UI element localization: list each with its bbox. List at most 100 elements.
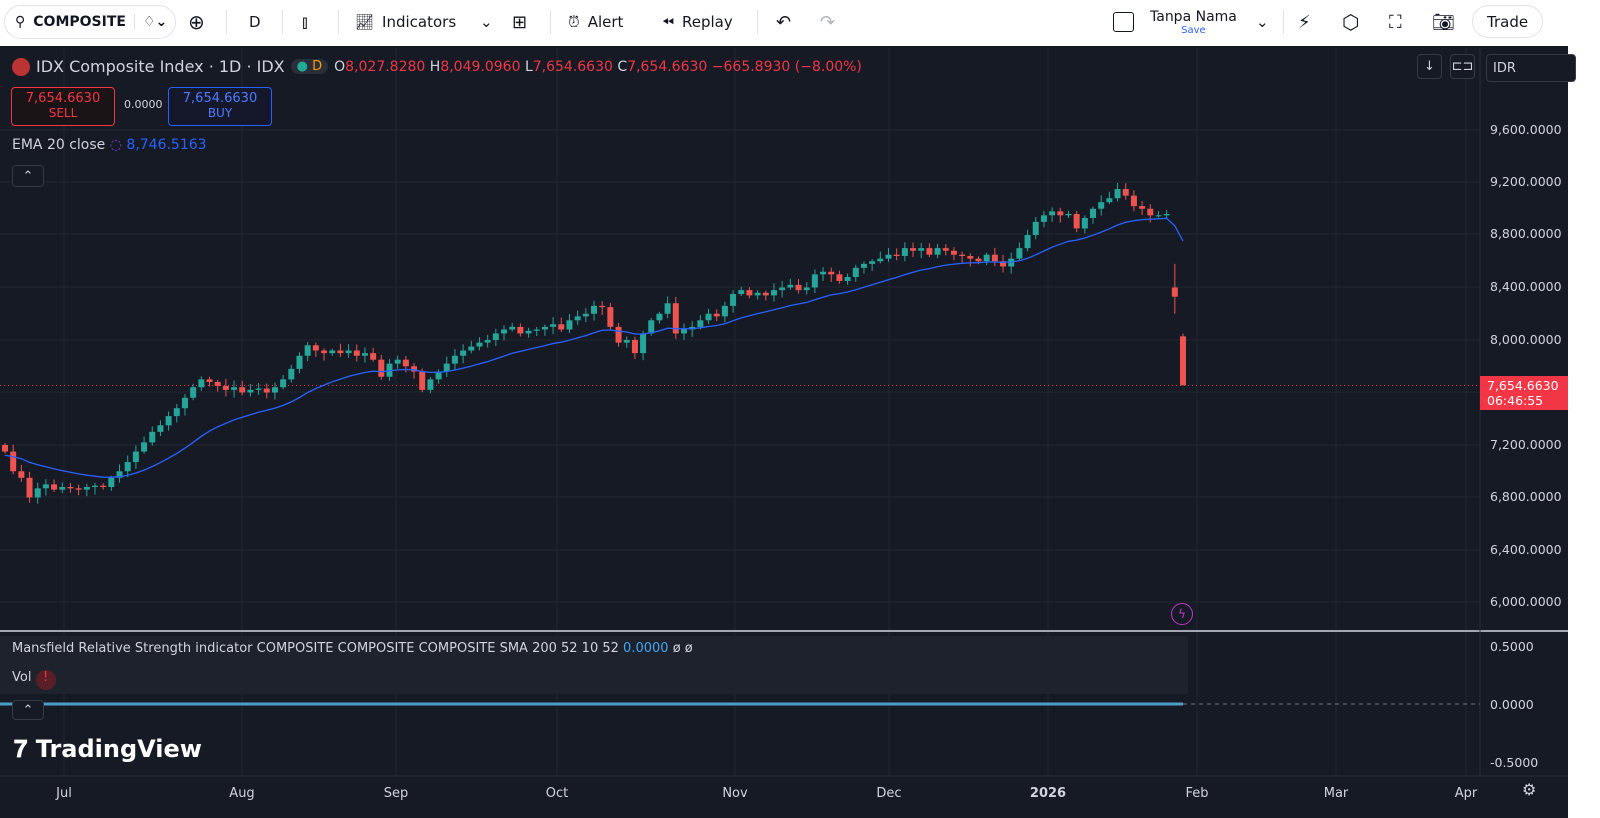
mansfield-legend[interactable]: Mansfield Relative Strength indicator CO… [12, 641, 693, 656]
flash-alert-icon[interactable]: ϟ [1171, 603, 1193, 625]
candle-body [1073, 214, 1080, 229]
auto-scale-icon[interactable]: ⊏⊐ [1450, 54, 1475, 79]
candle-body [730, 294, 737, 306]
change-value: −665.8930 (−8.00%) [711, 58, 862, 75]
candle-body [370, 353, 377, 360]
candle-body [811, 274, 818, 288]
lower-axis-label: -0.5000 [1490, 755, 1539, 770]
candle-body [623, 340, 630, 343]
layout-name-button[interactable]: Tanpa Nama Save [1150, 0, 1237, 44]
settings-hex-icon[interactable]: ⬡ [1342, 10, 1360, 34]
candle-body [885, 254, 892, 259]
loading-icon: ◌ [109, 137, 122, 153]
price-axis-label: 8,800.0000 [1490, 226, 1562, 241]
compare-plus-icon[interactable]: ⊕ [188, 10, 205, 34]
tradingview-logo[interactable]: 𝟕 TradingView [14, 735, 202, 763]
ema-legend[interactable]: EMA 20 close ◌ 8,746.5163 [12, 137, 207, 153]
candle-body [312, 345, 319, 351]
high-label: H [429, 58, 441, 75]
buy-label: BUY [207, 106, 233, 120]
templates-grid-icon[interactable]: ⊞ [512, 11, 528, 33]
candle-body [893, 254, 900, 256]
price-axis-label: 9,200.0000 [1490, 174, 1562, 189]
chevron-down-icon[interactable]: ⌄ [480, 13, 493, 31]
candle-body [950, 250, 957, 255]
layout-square-icon[interactable] [1113, 0, 1134, 44]
candle-body [288, 368, 295, 380]
candle-body [484, 340, 491, 343]
market-status: ● D [290, 59, 329, 74]
candle-body [91, 485, 98, 487]
candle-body [411, 366, 418, 372]
scroll-down-icon[interactable]: ↓ [1417, 54, 1442, 79]
candle-body [1065, 214, 1072, 216]
candles-icon[interactable]: ⫾ [302, 11, 308, 33]
open-value: 8,027.8280 [345, 58, 426, 75]
collapse-legend-button[interactable]: ⌃ [12, 165, 44, 187]
candle-body [26, 477, 33, 498]
replay-button[interactable]: ⏪︎ Replay [662, 0, 733, 44]
chevron-down-icon[interactable]: ⌄ [1256, 13, 1269, 31]
error-icon[interactable]: ! [35, 670, 56, 690]
indicator-name: Mansfield Relative Strength indicator CO… [12, 641, 619, 656]
candle-body [353, 350, 360, 356]
fullscreen-icon[interactable]: ⛶ [1389, 11, 1402, 33]
candle-body [860, 263, 867, 268]
undo-icon[interactable]: ↶ [776, 11, 792, 33]
symbol-search[interactable]: ⚲ COMPOSITE ♢⌄ [4, 5, 176, 39]
symbol-title[interactable]: IDX Composite Index · 1D · IDX [36, 57, 285, 76]
time-axis-label: Dec [876, 786, 902, 801]
candle-body [75, 488, 82, 490]
candle-body [337, 350, 344, 354]
price-axis-label: 6,400.0000 [1490, 542, 1562, 557]
candle-body [460, 350, 467, 356]
settings-gear-icon[interactable]: ⚙ [1522, 780, 1537, 799]
buy-button[interactable]: 7,654.6630 BUY [168, 87, 272, 126]
candle-body [721, 305, 728, 317]
replay-label: Replay [682, 13, 733, 31]
sell-button[interactable]: 7,654.6630 SELL [11, 87, 115, 126]
indicators-button[interactable]: 📈︎ Indicators [355, 0, 456, 44]
candle-body [828, 271, 835, 275]
currency-select[interactable]: IDR [1486, 54, 1576, 82]
candle-body [67, 487, 74, 489]
candle-body [787, 284, 794, 288]
candle-body [983, 254, 990, 262]
chart-legend: IDX Composite Index · 1D · IDX ● D O8,02… [12, 57, 862, 76]
lower-axis-label: 0.0000 [1490, 697, 1534, 712]
candle-body [124, 462, 131, 472]
candle-body [607, 307, 614, 327]
alert-button[interactable]: ⏰︎ Alert [568, 0, 623, 44]
indicator-legend-bg [0, 636, 1188, 694]
last-price-label: 7,654.6630 06:46:55 [1480, 376, 1568, 410]
camera-icon[interactable]: 📷︎ [1432, 11, 1455, 33]
candle-body [803, 287, 810, 291]
candle-body [181, 397, 188, 409]
candle-body [582, 313, 589, 317]
candle-body [1040, 215, 1047, 222]
candle-body [672, 303, 679, 334]
redo-icon[interactable]: ↷ [820, 11, 836, 33]
collapse-pane-button[interactable]: ⌃ [12, 700, 44, 720]
candle-body [116, 471, 123, 478]
candle-body [304, 345, 311, 356]
quick-search-icon[interactable]: ⚡︎ [1298, 11, 1311, 33]
trade-button[interactable]: Trade [1472, 5, 1544, 38]
candle-body [345, 350, 352, 354]
interval-button[interactable]: D [249, 13, 261, 31]
candle-body [157, 425, 164, 432]
candle-body [451, 355, 458, 364]
candle-body [190, 387, 197, 398]
candle-body [795, 284, 802, 291]
candle-body [1098, 202, 1105, 209]
low-value: 7,654.6630 [532, 58, 613, 75]
vol-legend[interactable]: Vol ! [12, 670, 56, 690]
candle-body [525, 330, 532, 334]
candle-body [165, 416, 172, 426]
save-link[interactable]: Save [1181, 24, 1206, 36]
candle-body [255, 388, 262, 390]
diamond-chevron-icon[interactable]: ♢⌄ [133, 14, 175, 30]
close-label: C [617, 58, 628, 75]
candle-body [754, 292, 761, 296]
